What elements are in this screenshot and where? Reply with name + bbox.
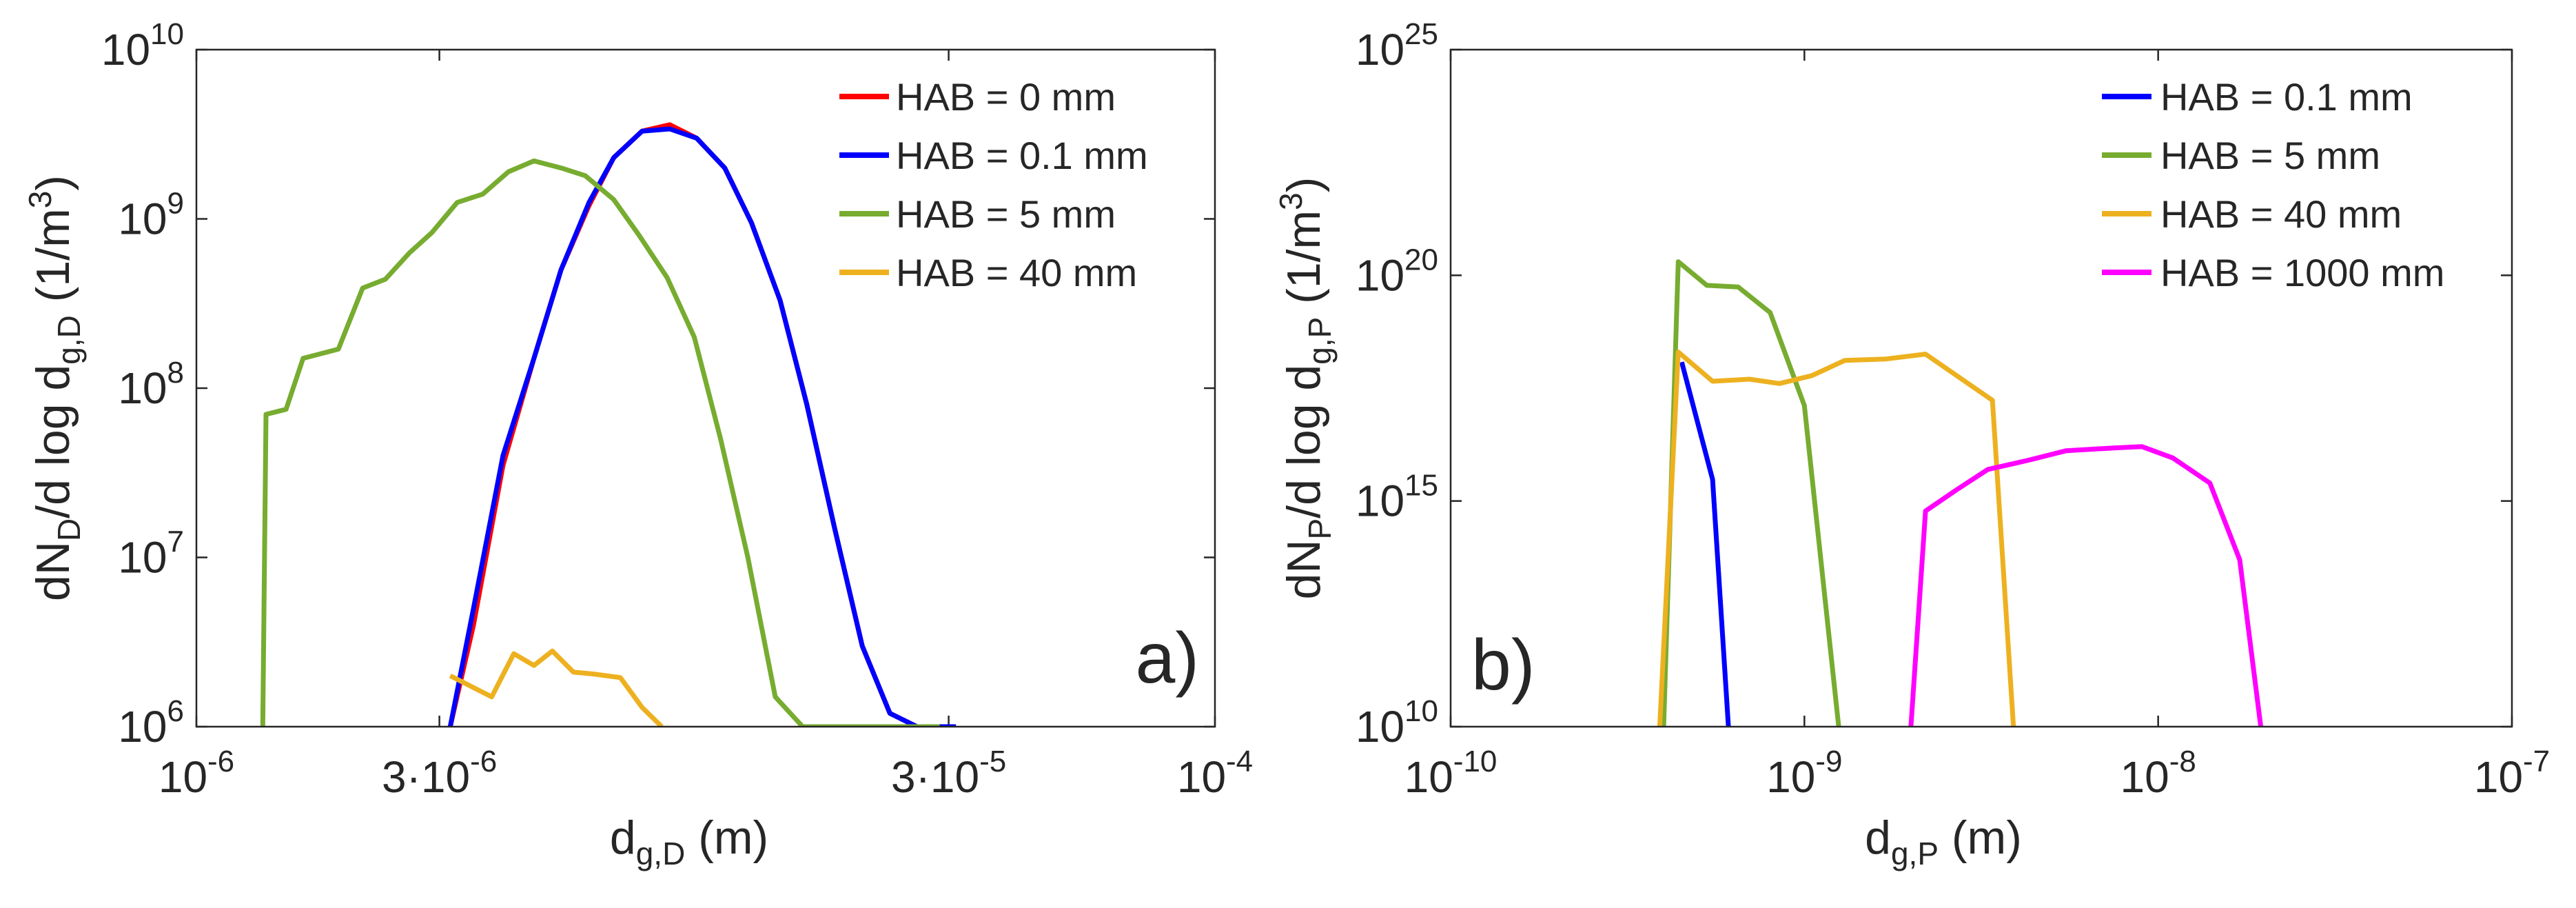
x-tick-label: 10-10 <box>1404 745 1497 802</box>
axes-box-a <box>195 48 1216 728</box>
legend-a: HAB = 0 mm HAB = 0.1 mm HAB = 5 mm HAB = 40… <box>839 75 1148 294</box>
panel-b: 10-10 10-9 10-8 10-7 1010 1015 1020 1025 dg,P … <box>1273 17 2550 871</box>
x-tick-label: 10-8 <box>2120 745 2196 802</box>
legend-label: HAB = 1000 mm <box>2160 251 2444 294</box>
y-tick-label: 106 <box>118 694 184 751</box>
legend-label: HAB = 40 mm <box>896 251 1137 294</box>
legend-label: HAB = 0.1 mm <box>2160 75 2413 119</box>
x-tick-labels-a: 10-6 3·10-6 3·10-5 10-4 <box>159 745 1253 802</box>
y-tick-label: 1010 <box>1356 694 1438 751</box>
legend-label: HAB = 5 mm <box>896 192 1116 236</box>
series-line-1 <box>1679 361 1731 727</box>
y-tick-label: 1025 <box>1356 17 1438 74</box>
series-group-a <box>260 122 957 727</box>
legend-b: HAB = 0.1 mm HAB = 5 mm HAB = 40 mm HAB = 1… <box>2102 75 2444 294</box>
y-tick-labels-a: 106 107 108 109 1010 <box>101 17 184 751</box>
y-tick-label: 108 <box>118 356 184 413</box>
legend-label: HAB = 40 mm <box>2160 192 2402 236</box>
x-tick-label: 10-4 <box>1177 745 1253 802</box>
x-tick-label: 3·10-6 <box>382 745 497 802</box>
x-tick-label: 10-6 <box>159 745 234 802</box>
x-tick-labels-b: 10-10 10-9 10-8 10-7 <box>1404 745 2551 802</box>
y-axis-label-b: dNP/d log dg,P (1/m3) <box>1273 177 1338 600</box>
series-group-b <box>1657 259 2264 727</box>
axes-box-b <box>1449 48 2513 728</box>
y-axis-label-a: dND/d log dg,D (1/m3) <box>22 175 87 601</box>
panel-label-b: b) <box>1471 625 1535 705</box>
y-tick-labels-b: 1010 1015 1020 1025 <box>1356 17 1438 751</box>
legend-label: HAB = 5 mm <box>2160 134 2380 177</box>
series-line-2 <box>447 126 957 727</box>
panel-label-a: a) <box>1136 618 1199 698</box>
series-line-3 <box>1657 350 2016 727</box>
y-tick-label: 1010 <box>101 17 184 74</box>
series-line-2 <box>1661 259 1841 727</box>
y-tick-label: 109 <box>118 187 184 244</box>
x-axis-label-b: dg,P (m) <box>1865 811 2022 871</box>
y-tick-label: 1015 <box>1356 469 1438 526</box>
panel-a: 10-6 3·10-6 3·10-5 10-4 106 107 108 109 1010 dg… <box>22 17 1253 871</box>
x-tick-label: 3·10-5 <box>891 745 1006 802</box>
series-line-4 <box>1908 444 2264 727</box>
legend-label: HAB = 0.1 mm <box>896 134 1148 177</box>
y-tick-label: 107 <box>118 525 184 583</box>
y-tick-label: 1020 <box>1356 243 1438 300</box>
legend-label: HAB = 0 mm <box>896 75 1116 119</box>
x-axis-label-a: dg,D (m) <box>610 811 768 871</box>
series-line-4 <box>449 648 664 727</box>
series-line-3 <box>260 158 940 727</box>
x-tick-label: 10-7 <box>2474 745 2550 802</box>
plot-area-b <box>1451 50 2512 727</box>
x-tick-label: 10-9 <box>1766 745 1842 802</box>
